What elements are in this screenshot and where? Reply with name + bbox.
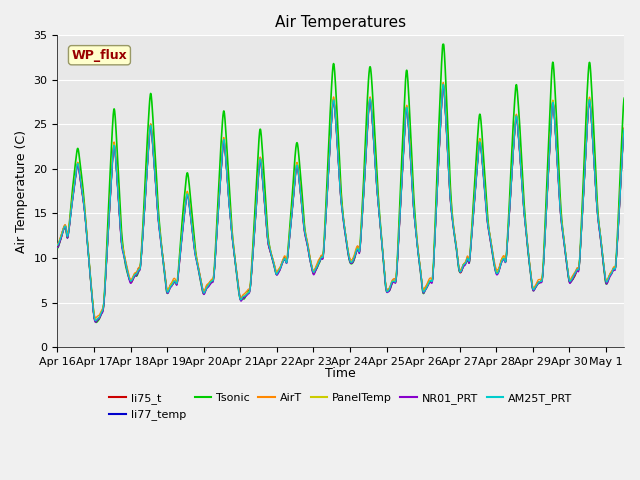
AM25T_PRT (83, 228, 90, 234)
AM25T_PRT (500, 256, 508, 262)
AirT (92, 315, 99, 321)
Line: PanelTemp: PanelTemp (58, 85, 624, 320)
Y-axis label: Air Temperature (C): Air Temperature (C) (15, 130, 28, 252)
NR01_PRT (92, 319, 99, 325)
AirT (330, 95, 337, 100)
li77_temp (54, 242, 61, 248)
NR01_PRT (620, 128, 628, 134)
Tsonic (439, 41, 447, 47)
li77_temp (440, 81, 447, 87)
Tsonic (620, 95, 628, 101)
li75_t (83, 227, 90, 233)
li77_temp (314, 260, 322, 265)
PanelTemp (604, 276, 612, 282)
AirT (500, 253, 508, 259)
X-axis label: Time: Time (325, 367, 356, 380)
li75_t (92, 318, 99, 324)
li75_t (604, 276, 612, 282)
PanelTemp (440, 82, 447, 88)
Line: AirT: AirT (58, 83, 624, 318)
PanelTemp (83, 227, 90, 232)
PanelTemp (314, 260, 322, 265)
Line: AM25T_PRT: AM25T_PRT (58, 84, 624, 321)
AM25T_PRT (92, 318, 99, 324)
AM25T_PRT (620, 126, 628, 132)
PanelTemp (330, 97, 337, 103)
li77_temp (83, 226, 90, 232)
Line: li77_temp: li77_temp (58, 84, 624, 321)
NR01_PRT (54, 245, 61, 251)
Tsonic (83, 226, 90, 232)
Text: WP_flux: WP_flux (72, 48, 127, 62)
li77_temp (92, 318, 99, 324)
PanelTemp (604, 277, 612, 283)
AirT (83, 225, 90, 231)
NR01_PRT (604, 279, 612, 285)
Line: Tsonic: Tsonic (58, 44, 624, 323)
PanelTemp (500, 255, 508, 261)
NR01_PRT (500, 257, 508, 263)
AirT (440, 80, 447, 85)
li77_temp (620, 126, 628, 132)
AM25T_PRT (314, 261, 322, 266)
li75_t (620, 126, 628, 132)
Line: li75_t: li75_t (58, 85, 624, 321)
li75_t (604, 277, 612, 283)
li75_t (54, 243, 61, 249)
AirT (54, 241, 61, 247)
NR01_PRT (440, 84, 447, 89)
li75_t (330, 98, 337, 104)
li77_temp (500, 254, 508, 260)
Line: NR01_PRT: NR01_PRT (58, 86, 624, 322)
li77_temp (604, 277, 612, 283)
NR01_PRT (330, 99, 337, 105)
Tsonic (314, 262, 322, 268)
Tsonic (604, 276, 612, 282)
li75_t (500, 255, 508, 261)
AirT (604, 275, 612, 281)
AM25T_PRT (440, 82, 447, 87)
li75_t (314, 261, 322, 266)
AM25T_PRT (330, 98, 337, 104)
AirT (604, 274, 612, 280)
Tsonic (500, 256, 508, 262)
Tsonic (604, 277, 612, 283)
AirT (620, 125, 628, 131)
Legend: li75_t, li77_temp, Tsonic, AirT, PanelTemp, NR01_PRT, AM25T_PRT: li75_t, li77_temp, Tsonic, AirT, PanelTe… (105, 388, 577, 425)
Tsonic (92, 320, 100, 325)
NR01_PRT (83, 229, 90, 235)
PanelTemp (620, 126, 628, 132)
PanelTemp (54, 242, 61, 248)
NR01_PRT (314, 262, 322, 267)
li77_temp (604, 276, 612, 282)
AM25T_PRT (54, 242, 61, 248)
li77_temp (330, 97, 337, 103)
PanelTemp (92, 317, 99, 323)
Tsonic (54, 245, 61, 251)
li75_t (440, 83, 447, 88)
AM25T_PRT (604, 276, 612, 282)
Title: Air Temperatures: Air Temperatures (275, 15, 406, 30)
NR01_PRT (604, 278, 612, 284)
Tsonic (330, 61, 337, 67)
AirT (314, 258, 322, 264)
AM25T_PRT (604, 277, 612, 283)
